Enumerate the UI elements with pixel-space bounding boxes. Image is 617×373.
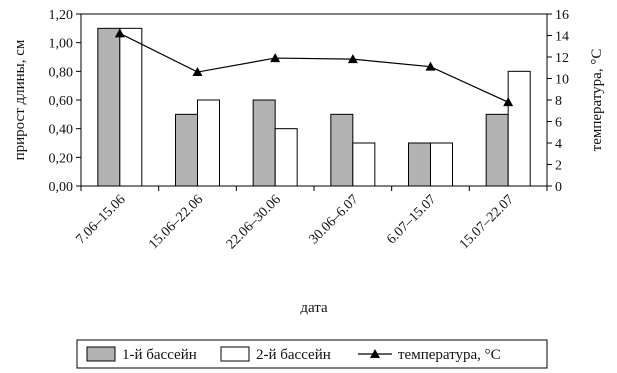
legend-swatch-series2	[220, 346, 250, 362]
temperature-polyline	[119, 32, 509, 103]
x-tick-label-4: 30.06–6.07	[307, 192, 362, 247]
legend-label-series2: 2-й бассейн	[256, 347, 331, 363]
right-tick-label-9: 16	[555, 8, 569, 23]
bar-series2-1	[119, 27, 143, 187]
bar-series2-5	[430, 142, 453, 187]
bars	[97, 27, 531, 187]
right-tick-label-1: 0	[555, 180, 562, 195]
temperature-point-3	[270, 53, 281, 63]
temperature-point-2	[192, 67, 203, 77]
x-tick-label-3: 22.06–30.06	[224, 192, 284, 252]
bar-series2-6	[507, 70, 531, 187]
x-tick-label-2: 15.06–22.06	[146, 192, 206, 252]
legend-label-series1: 1-й бассейн	[122, 347, 197, 363]
y2-axis-title: температура, °С	[589, 49, 605, 152]
bar-series1-4	[330, 113, 354, 187]
legend-swatch-series1	[86, 346, 116, 362]
bar-series1-5	[408, 142, 431, 187]
right-tick-label-7: 12	[555, 51, 569, 66]
right-tick-label-8: 14	[555, 30, 569, 45]
temperature-point-5	[425, 61, 436, 71]
right-tick-label-4: 6	[555, 116, 562, 131]
right-tick-label-2: 2	[555, 159, 562, 174]
y-axis-title: прирост длины, см	[12, 39, 28, 160]
temperature-line	[114, 28, 514, 107]
left-tick-label-7: 1,20	[49, 8, 74, 23]
temperature-point-4	[347, 54, 358, 64]
left-tick-label-5: 0,80	[49, 65, 74, 80]
bar-series1-6	[485, 113, 509, 187]
right-tick-label-5: 8	[555, 94, 562, 109]
x-tick-label-1: 7.06–15.06	[74, 192, 129, 247]
bar-series1-3	[252, 99, 276, 187]
legend-label-series3: температура, °С	[398, 347, 501, 363]
left-tick-label-4: 0,60	[49, 94, 74, 109]
legend-frame	[76, 339, 548, 369]
legend: 1-й бассейн 2-й бассейн температура, °С	[76, 339, 548, 369]
bar-series1-1	[97, 27, 121, 187]
bar-series1-2	[175, 113, 198, 187]
bar-series2-3	[274, 128, 298, 187]
temperature-point-1	[114, 28, 125, 38]
x-axis-title: дата	[300, 300, 328, 316]
left-tick-label-3: 0,40	[49, 123, 74, 138]
plot-area	[80, 13, 548, 187]
bar-series2-2	[197, 99, 220, 187]
x-tick-label-5: 6.07–15.07	[384, 192, 439, 247]
x-axis: 7.06–15.06 15.06–22.06 22.06–30.06 30.06–6.…	[74, 186, 548, 252]
bar-series2-4	[352, 142, 376, 187]
plot-frame	[80, 13, 548, 187]
left-tick-label-1: 0,00	[49, 180, 74, 195]
left-tick-label-6: 1,00	[49, 37, 74, 52]
left-tick-label-2: 0,20	[49, 151, 74, 166]
temperature-point-6	[503, 97, 514, 107]
right-axis: 0 2 4 6 8 10 12 14 16	[547, 8, 569, 195]
x-tick-label-6: 15.07–22.07	[457, 192, 517, 252]
right-tick-label-6: 10	[555, 73, 569, 88]
legend-marker-series3	[370, 349, 380, 358]
left-axis: 0,00 0,20 0,40 0,60 0,80 1,00 1,20	[49, 8, 81, 195]
right-tick-label-3: 4	[555, 137, 562, 152]
